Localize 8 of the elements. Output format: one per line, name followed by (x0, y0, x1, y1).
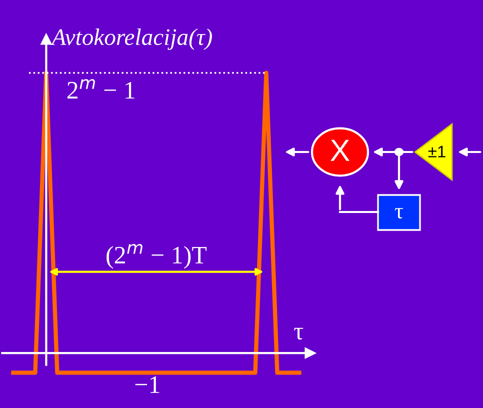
annotation: 2$^{m}$ − 1 (67, 79, 134, 98)
annotation: (2$^{m}$ − 1)T (106, 244, 207, 269)
text: τ (395, 208, 403, 219)
x-axis-title: τ (294, 328, 304, 340)
y-axis-title: Avtokorelacija(τ) (50, 28, 212, 50)
text: X (330, 140, 350, 161)
text: ±1 (428, 146, 446, 158)
annotation: −1 (135, 376, 160, 393)
